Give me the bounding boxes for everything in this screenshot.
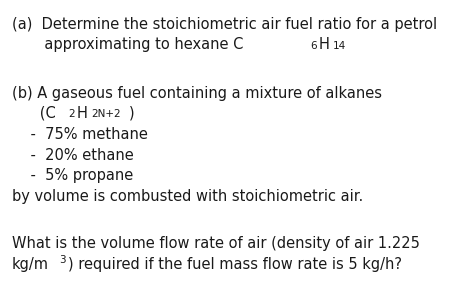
Text: H: H [77, 106, 88, 121]
Text: -  75% methane: - 75% methane [12, 127, 148, 142]
Text: 6: 6 [310, 41, 317, 51]
Text: 2: 2 [68, 109, 75, 119]
Text: What is the volume flow rate of air (density of air 1.225: What is the volume flow rate of air (den… [12, 236, 419, 251]
Text: (b) A gaseous fuel containing a mixture of alkanes: (b) A gaseous fuel containing a mixture … [12, 86, 382, 101]
Text: by volume is combusted with stoichiometric air.: by volume is combusted with stoichiometr… [12, 189, 363, 204]
Text: kg/m: kg/m [12, 257, 49, 272]
Text: 2N+2: 2N+2 [91, 109, 120, 119]
Text: (a)  Determine the stoichiometric air fuel ratio for a petrol: (a) Determine the stoichiometric air fue… [12, 17, 437, 32]
Text: approximating to hexane C: approximating to hexane C [12, 37, 243, 52]
Text: ): ) [129, 106, 135, 121]
Text: (C: (C [12, 106, 55, 121]
Text: -  5% propane: - 5% propane [12, 168, 133, 183]
Text: ) required if the fuel mass flow rate is 5 kg/h?: ) required if the fuel mass flow rate is… [68, 257, 402, 272]
Text: 14: 14 [333, 41, 346, 51]
Text: -  20% ethane: - 20% ethane [12, 148, 134, 163]
Text: 3: 3 [60, 255, 66, 265]
Text: H: H [319, 37, 330, 52]
